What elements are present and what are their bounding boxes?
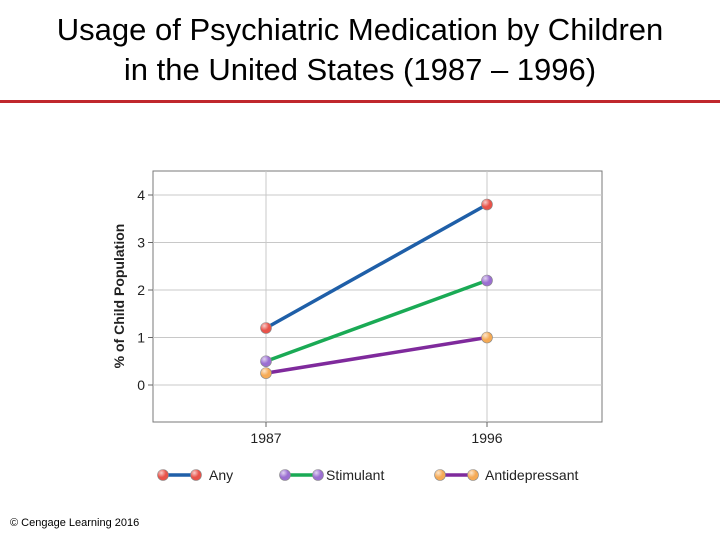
slide-title-line-2: in the United States (1987 – 1996) [123,52,597,87]
plot-area [152,170,603,423]
copyright-notice: © Cengage Learning 2016 [10,517,140,529]
legend-item-stimulant: Stimulant [279,467,384,483]
y-tick-label: 3 [137,235,145,251]
legend-label: Antidepressant [485,467,579,483]
title-divider [0,100,720,103]
data-point-highlight [481,275,493,286]
legend-marker-highlight [434,469,446,481]
slide-title: Usage of Psychiatric Medication by Child… [0,10,720,90]
data-point-highlight [481,332,493,343]
y-tick-label: 1 [137,330,145,346]
data-point-highlight [481,199,493,210]
x-tick-label: 1996 [471,430,502,446]
y-tick-label: 4 [137,187,145,203]
slide-title-line-1: Usage of Psychiatric Medication by Child… [56,12,664,47]
x-tick-label: 1987 [250,430,281,446]
series-line-antidepressant [264,335,489,375]
legend-item-any: Any [157,467,233,483]
legend-marker-highlight [312,469,324,481]
legend-label: Stimulant [326,467,384,483]
data-point-highlight [260,367,272,379]
series-line-any [264,202,489,330]
legend-item-antidepressant: Antidepressant [434,467,579,483]
data-point-highlight [260,355,272,367]
legend-marker-highlight [467,469,479,481]
legend-marker-highlight [190,469,202,481]
y-tick-label: 2 [137,282,145,298]
legend-marker-highlight [279,469,291,481]
y-tick-label: 0 [137,377,145,393]
series-line-stimulant [264,278,489,363]
legend-label: Any [209,467,233,483]
y-axis-label: % of Child Population [111,224,127,369]
data-point-highlight [260,322,272,334]
legend-marker-highlight [157,469,169,481]
